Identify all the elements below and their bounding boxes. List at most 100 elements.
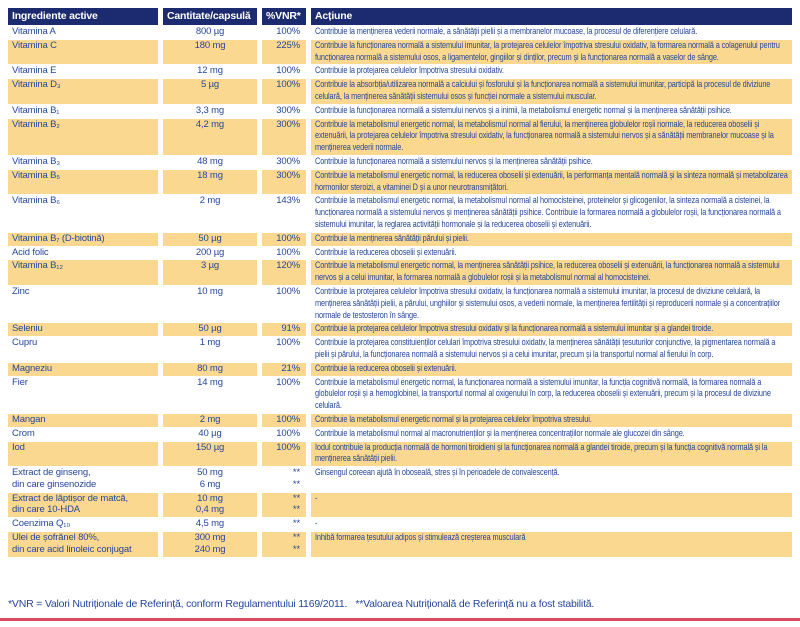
- nutrition-table: Ingrediente active Cantitate/capsulă %VN…: [3, 7, 797, 558]
- vnr-cell: 91%: [262, 323, 306, 337]
- quantity-cell: 300 mg 240 mg: [163, 532, 257, 557]
- quantity-cell: 4,2 mg: [163, 118, 257, 155]
- ingredient-name-cell: Vitamina B₆: [12, 195, 60, 207]
- action-cell: Contribuie la protejarea celulelor împot…: [311, 323, 792, 337]
- table-row: Vitamina E 12 mg 100% Contribuie la proteja…: [8, 65, 792, 78]
- col-header-cantitate: Cantitate/capsulă: [163, 8, 257, 25]
- vnr-cell: ** **: [262, 532, 306, 557]
- quantity-cell: 10 mg 0,4 mg: [163, 492, 257, 518]
- ingredient-name-cell: Crom: [12, 427, 35, 439]
- action-cell: Contribuie la absorbția/utilizarea norma…: [311, 79, 792, 104]
- bottom-divider: [0, 618, 800, 621]
- quantity-cell: 18 mg: [163, 169, 257, 195]
- ingredient-name-cell: Vitamina B₃: [12, 155, 60, 167]
- footnote: *VNR = Valori Nutriționale de Referință,…: [8, 598, 595, 610]
- table-row: Crom 40 µg 100% Contribuie la metabolismul …: [8, 428, 792, 441]
- quantity-cell: 12 mg: [197, 65, 223, 77]
- table-row: Cupru 1 mg 100% Contribuie la protejarea co…: [8, 337, 792, 362]
- quantity-cell: 4,5 mg: [195, 518, 225, 530]
- action-cell: Contribuie la funcționarea normală a sis…: [315, 155, 593, 167]
- vnr-cell: ** **: [262, 492, 306, 518]
- action-cell: Contribuie la protejarea constituiențilo…: [315, 337, 776, 360]
- vnr-cell: 100%: [276, 376, 300, 388]
- quantity-cell: 3,3 mg: [195, 104, 225, 116]
- vnr-cell: 300%: [276, 155, 300, 167]
- table-row: Vitamina C 180 mg 225% Contribuie la funcți…: [8, 39, 792, 65]
- quantity-cell: 50 µg: [163, 323, 257, 337]
- table-row: Coenzima Q₁₀ 4,5 mg ** -: [8, 518, 792, 531]
- action-cell: Contribuie la metabolismul energetic nor…: [315, 195, 781, 230]
- vnr-cell: **: [292, 518, 300, 530]
- quantity-cell: 180 mg: [163, 39, 257, 65]
- table-row: Vitamina D₃ 5 µg 100% Contribuie la absorbț…: [8, 79, 792, 104]
- vnr-cell: 100%: [262, 79, 306, 104]
- ingredient-name-cell: Vitamina B₂: [8, 118, 158, 155]
- table-row: Iod 150 µg 100% Iodul contribuie la producț…: [8, 441, 792, 467]
- quantity-cell: 48 mg: [197, 155, 223, 167]
- table-row: Extract de lăptișor de matcă, din care 10…: [8, 492, 792, 518]
- ingredient-name-cell: Vitamina B₅: [8, 169, 158, 195]
- quantity-cell: 40 µg: [198, 427, 222, 439]
- vnr-cell: 100%: [276, 337, 300, 349]
- vnr-cell: 100%: [262, 413, 306, 427]
- vnr-cell: 225%: [262, 39, 306, 65]
- action-cell: Contribuie la metabolismul normal al mac…: [315, 427, 685, 439]
- col-header-vnr: %VNR*: [262, 8, 306, 25]
- ingredient-name-cell: Vitamina B₇ (D-biotină): [8, 232, 158, 246]
- ingredient-name-cell: Vitamina A: [12, 26, 56, 37]
- ingredient-name-cell: Cupru: [12, 337, 38, 349]
- vnr-cell: 300%: [276, 104, 300, 116]
- action-cell: Contribuie la metabolismul energetic nor…: [315, 376, 771, 412]
- table-row: Extract de ginseng, din care ginsenozide 5…: [8, 467, 792, 492]
- vnr-cell: 120%: [262, 260, 306, 285]
- table-row: Seleniu 50 µg 91% Contribuie la protejarea …: [8, 323, 792, 337]
- ingredient-name-cell: Iod: [8, 441, 158, 467]
- col-header-actiune: Acțiune: [311, 8, 792, 25]
- vnr-cell: 143%: [276, 195, 300, 207]
- table-row: Fier 14 mg 100% Contribuie la metabolismul …: [8, 377, 792, 413]
- action-cell: Contribuie la menținerea vederii normale…: [315, 26, 698, 37]
- table-row: Vitamina A 800 µg 100% Contribuie la mențin…: [8, 26, 792, 39]
- vnr-cell: 100%: [262, 441, 306, 467]
- ingredient-name-cell: Magneziu: [8, 362, 158, 376]
- quantity-cell: 2 mg: [199, 195, 221, 207]
- ingredient-name-cell: Vitamina C: [8, 39, 158, 65]
- vnr-cell: 21%: [262, 362, 306, 376]
- ingredient-name-cell: Mangan: [8, 413, 158, 427]
- ingredient-name-cell: Ulei de șofrănel 80%, din care acid linol…: [8, 532, 158, 557]
- table-row: Magneziu 80 mg 21% Contribuie la reducerea …: [8, 362, 792, 376]
- action-cell: Contribuie la funcționarea normală a sis…: [311, 39, 792, 65]
- ingredient-name-cell: Seleniu: [8, 323, 158, 337]
- quantity-cell: 1 mg: [199, 337, 221, 349]
- vnr-cell: 100%: [276, 65, 300, 77]
- quantity-cell: 50 mg 6 mg: [197, 467, 223, 490]
- table-row: Mangan 2 mg 100% Contribuie la metabolismul…: [8, 413, 792, 427]
- action-cell: Contribuie la metabolismul energetic nor…: [311, 118, 792, 155]
- ingredient-name-cell: Vitamina B₁₂: [8, 260, 158, 285]
- table-row: Vitamina B₃ 48 mg 300% Contribuie la funcți…: [8, 156, 792, 169]
- action-cell: Contribuie la metabolismul energetic nor…: [311, 260, 792, 285]
- ingredient-name-cell: Zinc: [12, 285, 30, 297]
- action-cell: Iodul contribuie la producția normală de…: [311, 441, 792, 467]
- action-cell: Contribuie la protejarea celulelor împot…: [315, 285, 781, 321]
- table-row: Vitamina B₁₂ 3 µg 120% Contribuie la metabo…: [8, 260, 792, 285]
- action-cell: Contribuie la metabolismul energetic nor…: [311, 413, 792, 427]
- vnr-cell: ** **: [292, 467, 300, 490]
- quantity-cell: 5 µg: [163, 79, 257, 104]
- ingredient-name-cell: Vitamina E: [12, 65, 57, 77]
- action-cell: -: [315, 518, 318, 530]
- table-row: Vitamina B₆ 2 mg 143% Contribuie la metabol…: [8, 195, 792, 231]
- vnr-cell: 100%: [276, 26, 300, 37]
- quantity-cell: 80 mg: [163, 362, 257, 376]
- quantity-cell: 150 µg: [163, 441, 257, 467]
- ingredient-name-cell: Extract de lăptișor de matcă, din care 10…: [8, 492, 158, 518]
- quantity-cell: 200 µg: [195, 246, 225, 258]
- action-cell: Contribuie la reducerea oboselii și exte…: [311, 362, 792, 376]
- col-header-ingrediente: Ingrediente active: [8, 8, 158, 25]
- quantity-cell: 10 mg: [197, 285, 223, 297]
- quantity-cell: 800 µg: [195, 26, 225, 37]
- table-header-row: Ingrediente active Cantitate/capsulă %VN…: [8, 8, 792, 25]
- action-cell: Ginsengul coreean ajută în oboseală, str…: [315, 467, 560, 479]
- vnr-cell: 300%: [262, 118, 306, 155]
